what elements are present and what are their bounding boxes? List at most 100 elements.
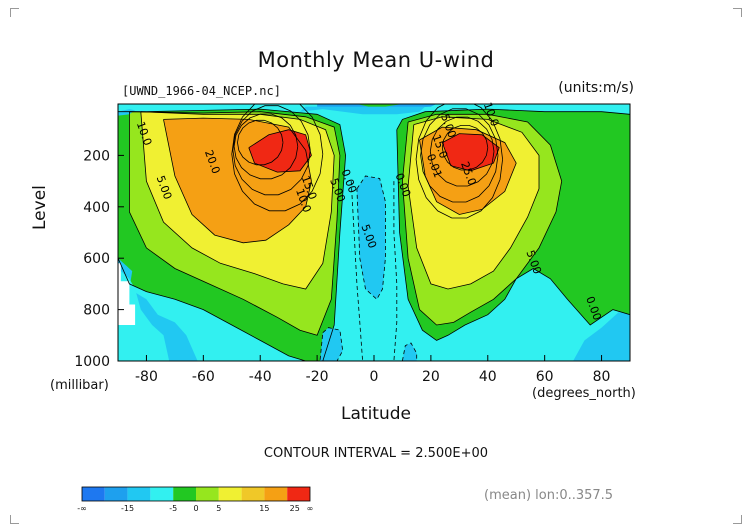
field-region	[248, 129, 312, 173]
x-tick-label: 60	[536, 369, 554, 385]
colorbar-tick-label: 0	[193, 504, 198, 513]
contour-line	[129, 111, 341, 336]
contour-label: 25.0	[458, 160, 479, 187]
x-axis-unit: (degrees_north)	[532, 386, 636, 401]
field-region	[118, 258, 198, 361]
contour-line	[407, 116, 540, 290]
contour-line	[233, 113, 299, 180]
field-region	[402, 343, 417, 361]
contour-line	[415, 104, 503, 219]
contour-line	[441, 125, 489, 171]
x-tick-label: -80	[135, 369, 158, 385]
contour-label: 0.00	[583, 295, 604, 322]
y-axis-unit: (millibar)	[50, 378, 109, 393]
colorbar-frame	[81, 486, 311, 502]
field-region	[442, 133, 500, 171]
corner-mark	[10, 8, 19, 17]
y-axis-label: Level	[30, 185, 50, 230]
contour-line	[356, 175, 386, 300]
x-tick-label: 40	[479, 369, 497, 385]
contour-line	[140, 111, 335, 290]
x-tick-label: -60	[192, 369, 215, 385]
contour-line	[232, 105, 311, 196]
colorbar-tick-label: -15	[121, 504, 134, 513]
y-tick-label: 200	[83, 148, 110, 164]
contour-line	[350, 181, 363, 361]
field-region	[317, 104, 437, 110]
y-tick-label: 1000	[74, 354, 110, 370]
contour-line	[163, 117, 312, 244]
corner-mark	[733, 515, 742, 524]
field-region	[320, 327, 343, 361]
field-region	[419, 127, 517, 215]
colorbar-swatch	[127, 487, 151, 501]
contour-line	[248, 129, 312, 173]
colorbar-tick-label: 5	[216, 504, 221, 513]
field-region	[300, 106, 426, 115]
field-region	[396, 109, 630, 341]
contour-line	[237, 119, 284, 166]
contour-line	[429, 116, 495, 187]
colorbar-swatch	[264, 487, 288, 501]
contour-line	[393, 181, 398, 361]
contour-line	[441, 133, 500, 172]
contour-label: 10.0	[134, 120, 155, 147]
contour-line	[118, 108, 347, 361]
corner-mark	[733, 8, 742, 17]
contour-line	[401, 113, 563, 326]
field-region	[140, 111, 335, 289]
contour-label: 5.00	[523, 248, 544, 275]
x-tick-label: 80	[593, 369, 611, 385]
colorbar-swatch	[241, 487, 265, 501]
field-region	[402, 114, 562, 325]
dataset-label: [UWND_1966-04_NCEP.nc]	[122, 84, 281, 98]
y-tick-label: 400	[83, 200, 110, 216]
colorbar-swatch	[218, 487, 242, 501]
contour-line	[402, 342, 418, 361]
colorbar-swatch	[150, 487, 174, 501]
chart-title: Monthly Mean U-wind	[257, 48, 495, 72]
contour-label: 15.0	[299, 174, 320, 201]
contour-label: 0.01	[424, 152, 445, 179]
footer-note: (mean) lon:0..357.5	[484, 488, 614, 503]
x-tick-label: 0	[370, 369, 379, 385]
field-region	[118, 109, 346, 361]
contour-label: 5.00	[358, 223, 379, 250]
contour-label: 5.00	[154, 174, 175, 201]
colorbar-tick-label: ∞	[307, 504, 314, 513]
field-region	[118, 104, 630, 361]
contour-label: 5.00	[438, 112, 459, 139]
contour-line	[419, 126, 517, 215]
y-tick-label: 800	[83, 303, 110, 319]
field-region	[118, 109, 136, 116]
contour-line	[319, 327, 344, 361]
x-tick-label: -20	[306, 369, 329, 385]
colorbar-swatch	[82, 487, 105, 501]
colorbar-tick-label: -∞	[77, 504, 87, 513]
field-region	[356, 176, 386, 300]
contour-label: 10.0	[481, 101, 502, 128]
x-tick-label: 20	[422, 369, 440, 385]
contour-line	[231, 104, 324, 212]
field-region	[118, 268, 170, 361]
missing-data-region	[118, 263, 136, 325]
colorbar-swatch	[287, 487, 310, 501]
contour-line	[420, 108, 499, 203]
contour-line	[396, 108, 630, 341]
colorbar-swatch	[104, 487, 128, 501]
x-tick-label: -40	[249, 369, 272, 385]
field-region	[408, 116, 539, 289]
contour-label: 0.00	[393, 171, 414, 198]
contour-label: 0.00	[339, 167, 360, 194]
field-region	[573, 312, 630, 361]
corner-mark	[10, 515, 19, 524]
field-region	[163, 118, 312, 243]
contour-interval-text: CONTOUR INTERVAL = 2.500E+00	[263, 446, 489, 461]
contour-label: 20.0	[202, 148, 223, 175]
field-region	[356, 104, 403, 107]
contour-label: 10.0	[293, 187, 314, 214]
units-label: (units:m/s)	[558, 80, 634, 96]
field-region	[129, 111, 340, 336]
colorbar-tick-label: 25	[290, 504, 300, 513]
x-axis-label: Latitude	[341, 404, 411, 424]
